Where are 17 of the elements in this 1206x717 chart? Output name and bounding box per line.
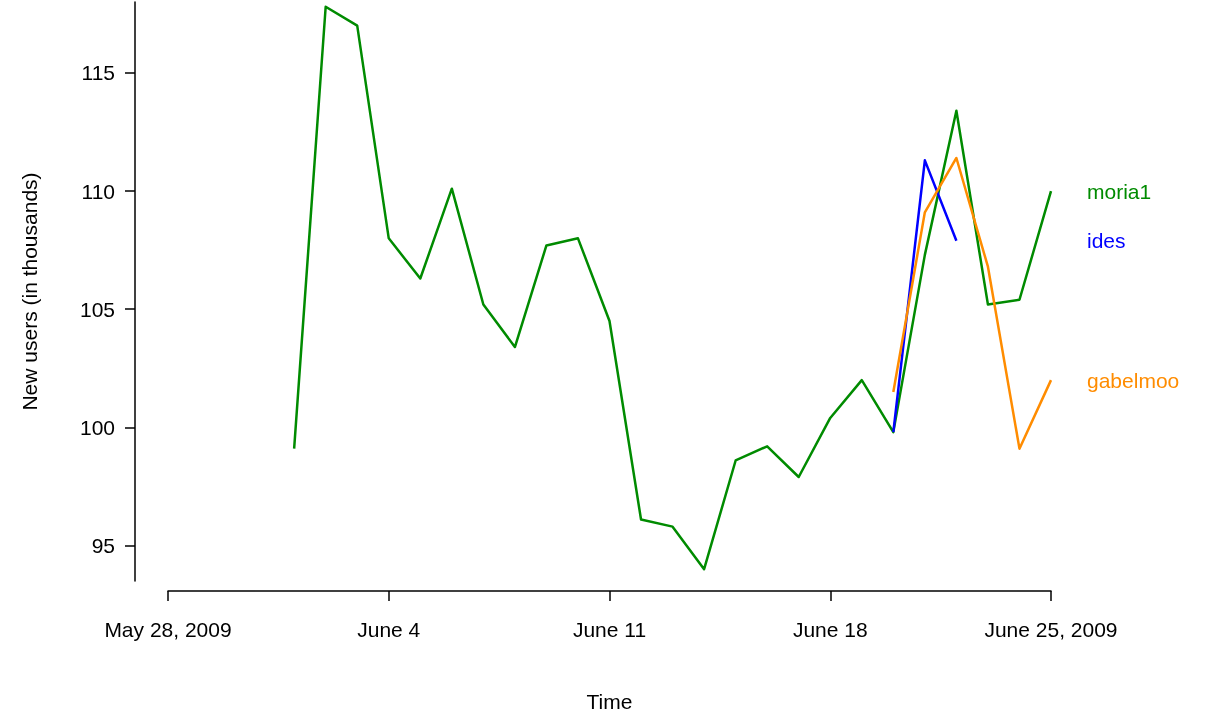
series-label: moria1	[1087, 179, 1152, 203]
x-tick-label: June 18	[792, 618, 868, 641]
y-tick-label: 110	[81, 179, 115, 203]
y-tick-label: 115	[81, 61, 115, 85]
line-series	[292, 5, 1053, 571]
x-axis-title: Time	[586, 690, 633, 713]
line-series	[892, 156, 1053, 450]
y-tick-label: 95	[91, 534, 115, 558]
series-label: gabelmoo	[1087, 368, 1180, 392]
x-tick-label: June 11	[572, 618, 647, 641]
x-tick-label: May 28, 2009	[104, 618, 232, 641]
y-tick-label: 100	[79, 415, 115, 439]
y-axis-title: New users (in thousands)	[18, 172, 41, 411]
text: ides	[1087, 229, 1126, 253]
x-tick-label: June 4	[357, 618, 421, 641]
y-tick-label: 105	[79, 297, 115, 321]
x-tick-label: June 25, 2009	[984, 618, 1118, 641]
